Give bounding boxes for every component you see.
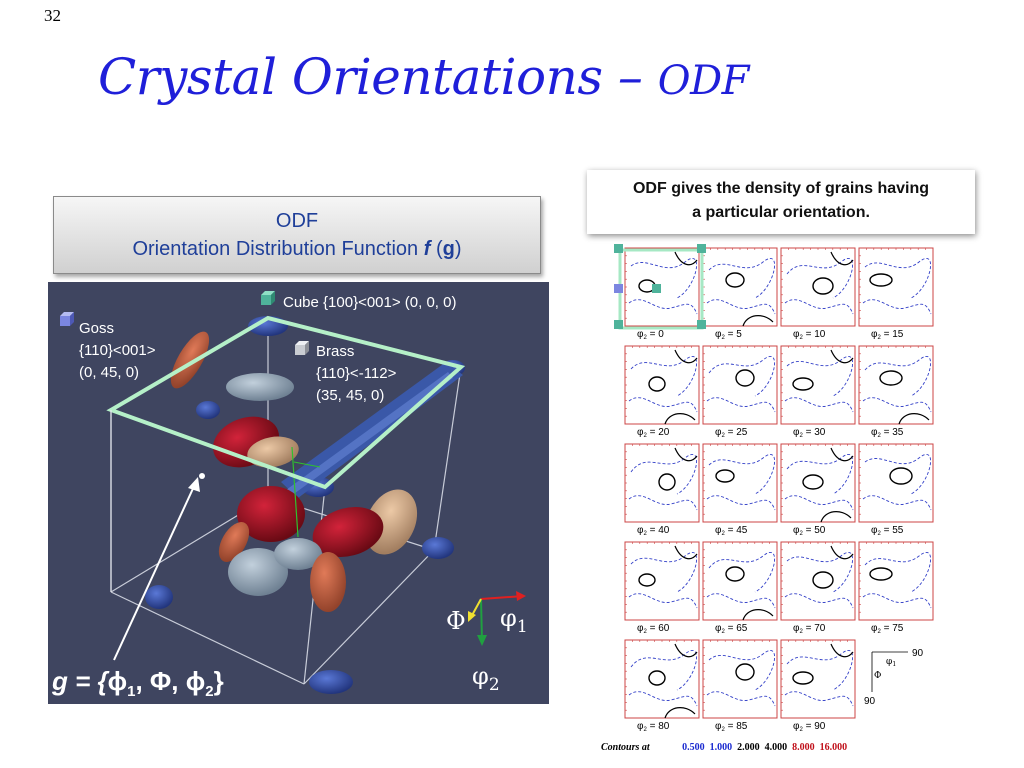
cube-icon (261, 291, 275, 305)
section-label: φ2 = 75 (871, 623, 904, 635)
odf-section-panel: φ2 = 90 (780, 639, 856, 733)
goss-angles: (0, 45, 0) (79, 364, 140, 381)
contour-level: 1.000 (709, 742, 733, 753)
odf-section-panel: φ2 = 75 (858, 541, 934, 635)
odf-section-panel: φ2 = 70 (780, 541, 856, 635)
axis-key-90-right: 90 (912, 648, 924, 659)
odf-section-panel: φ2 = 30 (780, 345, 856, 439)
cube-label: Cube {100}<001> (0, 0, 0) (283, 294, 457, 311)
goss-miller: {110}<001> (79, 342, 156, 359)
callout-line1: ODF gives the density of grains having (632, 180, 930, 197)
contour-level: 4.000 (764, 742, 788, 753)
phi2-axis-label: φ2 (472, 662, 500, 695)
odf-f-symbol: f (423, 238, 431, 260)
section-label: φ2 = 85 (715, 721, 748, 733)
section-label: φ2 = 45 (715, 525, 748, 537)
section-label: φ2 = 40 (637, 525, 670, 537)
title-odf: ODF (657, 58, 750, 104)
callout-line2: a particular orientation. (692, 204, 870, 221)
title-main: Crystal Orientations – (98, 48, 643, 106)
g-function-label: g = {ϕ1, Φ, ϕ2} (52, 666, 224, 701)
axis-key-90-bottom: 90 (864, 696, 876, 707)
odf-definition-box: ODF Orientation Distribution Function f … (53, 196, 541, 274)
contour-level: 16.000 (819, 742, 848, 753)
contour-level: 2.000 (737, 742, 760, 753)
odf-section-panel: φ2 = 5 (702, 247, 778, 341)
odf-section-panel: φ2 = 55 (858, 443, 934, 537)
brass-miller: {110}<-112> (316, 365, 397, 382)
odf-section-panel: φ2 = 10 (780, 247, 856, 341)
odf-section-panel: φ2 = 80 (624, 639, 700, 733)
brass-angles: (35, 45, 0) (316, 387, 385, 404)
odf-section-panel: φ2 = 50 (780, 443, 856, 537)
odf-section-panel: φ2 = 65 (702, 541, 778, 635)
odf-section-panel: φ2 = 60 (624, 541, 700, 635)
contours-label: Contours at (601, 742, 650, 753)
odf-section-panel: φ2 = 85 (702, 639, 778, 733)
odf-section-panel: φ2 = 20 (624, 345, 700, 439)
section-label: φ2 = 5 (715, 329, 742, 341)
section-label: φ2 = 25 (715, 427, 748, 439)
odf-section-panel: φ2 = 40 (624, 443, 700, 537)
section-label: φ2 = 60 (637, 623, 670, 635)
section-label: φ2 = 50 (793, 525, 826, 537)
odf-callout: ODF gives the density of grains having a… (587, 170, 975, 234)
odf-box-line2-text: Orientation Distribution Function (132, 238, 419, 260)
goss-label: Goss {110}<001> (0, 45, 0) (79, 318, 155, 384)
odf-g-symbol: g (442, 238, 455, 260)
section-label: φ2 = 10 (793, 329, 826, 341)
section-label: φ2 = 20 (637, 427, 670, 439)
slide-title: Crystal Orientations – ODF (98, 48, 749, 106)
section-label: φ2 = 80 (637, 721, 670, 733)
section-label: φ2 = 65 (715, 623, 748, 635)
slide-number: 32 (44, 6, 61, 25)
odf-box-line2: Orientation Distribution Function f (g) (132, 238, 462, 260)
axis-key (871, 651, 908, 692)
goss-name: Goss (79, 320, 115, 337)
section-label: φ2 = 15 (871, 329, 904, 341)
phi1-axis-label: φ1 (500, 604, 528, 637)
odf-box-line1: ODF (275, 210, 319, 232)
Phi-axis-label: Φ (446, 607, 466, 635)
odf-section-panel: φ2 = 0 (624, 247, 700, 341)
euler-space-visualization: Cube {100}<001> (0, 0, 0) Goss {110}<001… (48, 282, 549, 704)
brass-cube-icon (295, 341, 309, 355)
section-label: φ2 = 35 (871, 427, 904, 439)
cube-marker-icons (614, 244, 706, 329)
contour-level: 0.500 (682, 742, 705, 753)
brass-name: Brass (316, 343, 355, 360)
odf-section-panel: φ2 = 45 (702, 443, 778, 537)
odf-section-panel: φ2 = 15 (858, 247, 934, 341)
section-label: φ2 = 90 (793, 721, 826, 733)
odf-section-panel: φ2 = 25 (702, 345, 778, 439)
contour-level: 8.000 (792, 742, 815, 753)
euler-space-render (60, 291, 526, 694)
section-label: φ2 = 70 (793, 623, 826, 635)
contour-legend: Contours at 0.500 1.000 2.000 4.000 8.000 16.… (601, 742, 857, 753)
brass-label: Brass {110}<-112> (35, 45, 0) (316, 341, 396, 407)
axis-key-phi1: φ1 (886, 657, 896, 668)
section-label: φ2 = 0 (637, 329, 664, 341)
goss-cube-icon (60, 312, 74, 326)
axis-key-Phi: Φ (874, 671, 881, 681)
section-label: φ2 = 30 (793, 427, 826, 439)
odf-section-panel: φ2 = 35 (858, 345, 934, 439)
section-label: φ2 = 55 (871, 525, 904, 537)
